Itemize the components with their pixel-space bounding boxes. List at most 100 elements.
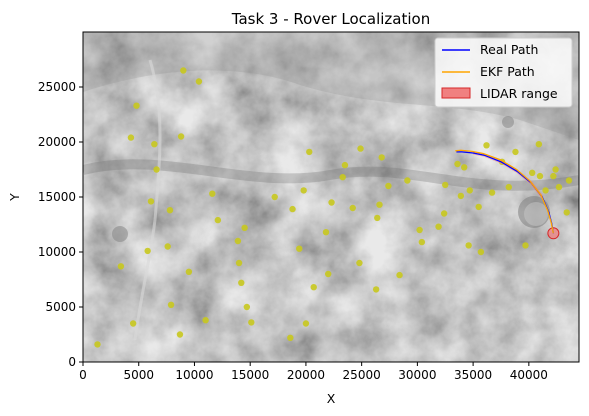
landmark-point xyxy=(550,172,557,180)
landmark-point xyxy=(542,187,549,194)
landmark-point xyxy=(209,190,216,197)
landmark-point xyxy=(195,78,203,85)
landmark-point xyxy=(418,238,426,246)
x-axis: 0 5000 10000 15000 20000 25000 30000 35000 40000 xyxy=(79,362,548,382)
y-tick-label: 10000 xyxy=(38,245,76,259)
landmark-point xyxy=(147,198,155,205)
y-axis-title: Y xyxy=(7,193,22,202)
landmark-point xyxy=(374,214,381,222)
landmark-point xyxy=(322,229,330,236)
landmark-point xyxy=(133,102,140,109)
landmark-point xyxy=(349,204,356,212)
landmark-point xyxy=(167,301,175,308)
landmark-point xyxy=(153,166,160,173)
landmark-point xyxy=(177,133,185,140)
landmark-point xyxy=(563,209,570,216)
landmark-point xyxy=(488,189,496,196)
landmark-point xyxy=(300,187,307,194)
landmark-point xyxy=(396,271,403,279)
landmark-point xyxy=(185,268,193,275)
landmark-point xyxy=(164,243,171,250)
y-tick-label: 0 xyxy=(68,355,76,369)
legend-lidar-label: LIDAR range xyxy=(480,86,558,101)
legend-real-path-label: Real Path xyxy=(480,42,538,57)
landmark-point xyxy=(465,242,472,249)
y-tick-label: 20000 xyxy=(38,135,76,149)
x-axis-title: X xyxy=(327,391,336,406)
landmark-point xyxy=(475,203,482,211)
x-tick-label: 0 xyxy=(79,368,87,382)
landmark-point xyxy=(310,284,317,291)
landmark-point xyxy=(129,320,137,327)
landmark-point xyxy=(202,317,209,324)
landmark-point xyxy=(214,216,222,224)
landmark-point xyxy=(442,181,449,189)
chart-title: Task 3 - Rover Localization xyxy=(231,10,430,28)
landmark-point xyxy=(248,319,255,326)
landmark-point xyxy=(536,172,544,180)
landmark-point xyxy=(357,145,364,152)
landmark-point xyxy=(328,199,335,206)
landmark-point xyxy=(404,177,411,184)
landmark-point xyxy=(296,245,303,252)
x-tick-label: 35000 xyxy=(454,368,492,382)
landmark-point xyxy=(151,141,158,148)
landmark-point xyxy=(235,259,243,267)
landmark-point xyxy=(94,341,101,348)
landmark-point xyxy=(241,224,248,231)
landmark-point xyxy=(234,237,242,245)
landmark-point xyxy=(302,320,310,327)
landmark-point xyxy=(454,160,461,168)
y-tick-label: 15000 xyxy=(38,190,76,204)
x-tick-label: 40000 xyxy=(510,368,548,382)
legend-lidar-swatch xyxy=(441,87,471,99)
x-tick-label: 5000 xyxy=(123,368,154,382)
y-tick-label: 25000 xyxy=(38,80,76,94)
landmark-point xyxy=(376,201,383,208)
ekf-path-line xyxy=(455,149,555,234)
landmark-point xyxy=(339,174,346,181)
landmark-point xyxy=(552,166,559,173)
landmark-point xyxy=(287,334,294,341)
legend: Real Path EKF Path LIDAR range xyxy=(434,37,573,108)
x-tick-label: 20000 xyxy=(287,368,325,382)
y-tick-label: 5000 xyxy=(45,300,76,314)
landmark-point xyxy=(385,182,392,190)
landmark-point xyxy=(483,142,490,149)
landmark-point xyxy=(555,183,563,191)
landmark-point xyxy=(522,242,529,249)
x-tick-label: 10000 xyxy=(175,368,213,382)
landmarks-layer xyxy=(94,67,573,348)
landmark-point xyxy=(372,286,380,293)
landmark-point xyxy=(289,205,296,213)
landmark-point xyxy=(565,177,573,184)
landmark-point xyxy=(457,192,465,200)
landmark-point xyxy=(127,134,135,141)
landmark-point xyxy=(271,193,278,201)
landmark-point xyxy=(512,148,519,156)
landmark-point xyxy=(243,303,251,311)
landmark-point xyxy=(435,223,442,230)
x-tick-label: 25000 xyxy=(343,368,381,382)
landmark-point xyxy=(180,67,187,74)
landmark-point xyxy=(306,148,313,156)
legend-ekf-path-label: EKF Path xyxy=(480,64,535,79)
landmark-point xyxy=(440,210,448,217)
landmark-point xyxy=(166,207,174,214)
landmark-point xyxy=(378,154,385,161)
x-tick-label: 30000 xyxy=(398,368,436,382)
landmark-point xyxy=(176,331,184,338)
landmark-point xyxy=(144,247,151,255)
landmark-point xyxy=(416,226,423,234)
landmark-point xyxy=(356,259,363,267)
landmark-point xyxy=(535,141,543,148)
landmark-point xyxy=(341,161,349,169)
landmark-point xyxy=(477,248,485,256)
landmark-point xyxy=(238,279,245,286)
paths-layer xyxy=(455,149,555,234)
landmark-point xyxy=(325,270,332,278)
landmark-point xyxy=(505,183,512,191)
x-tick-label: 15000 xyxy=(231,368,269,382)
y-axis: 0 5000 10000 15000 20000 25000 xyxy=(38,80,83,369)
landmark-point xyxy=(466,187,473,194)
